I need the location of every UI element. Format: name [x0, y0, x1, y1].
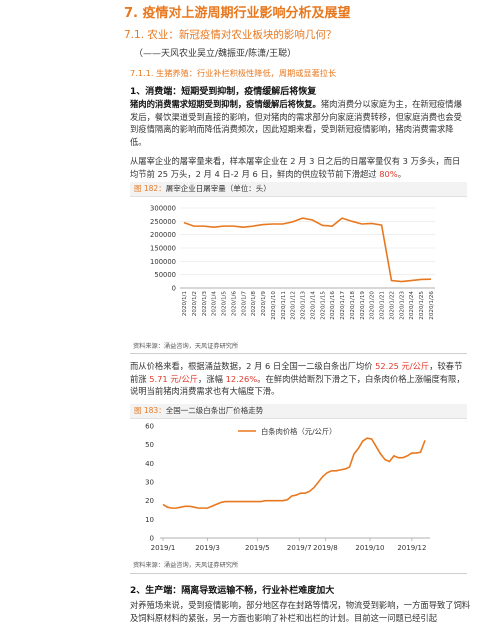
author-line: （——天风农业吴立/魏振亚/陈潇/王聪）: [134, 49, 297, 59]
price-percent: 12.26%: [225, 373, 258, 384]
paragraph-slaughter: 从屠宰企业的屠宰量来看，样本屠宰企业在 2 月 3 日之后的日屠宰量仅有 3 万…: [130, 155, 466, 180]
paragraph-lead: 猪肉的消费需求短期受到抑制，疫情缓解后将恢复。: [130, 99, 321, 109]
x-tick-label: 2020/1/17: [340, 291, 346, 320]
x-tick-label: 2020/1/15: [320, 291, 326, 320]
x-tick-label: 2019/5: [245, 544, 270, 552]
price-text-c: ，较春节前涨: [130, 361, 463, 384]
x-tick-label: 2020/1/3: [202, 291, 208, 317]
paragraph-text: 从屠宰企业的屠宰量来看，样本屠宰企业在 2 月 3 日之后的日屠宰量仅有 3 万…: [130, 156, 461, 179]
figure-183-title: 全国一二级白条出厂价格走势: [165, 406, 264, 415]
figure-183-label: 图 183：: [134, 406, 166, 415]
y-tick-label: 250000: [150, 218, 176, 226]
x-tick-label: 2020/1/9: [261, 291, 267, 317]
price-text-e: ，涨幅: [198, 373, 226, 384]
y-tick-label: 300000: [150, 205, 176, 213]
section-title-consumption: 1、消费端：短期受到抑制，疫情缓解后将恢复: [130, 87, 317, 97]
x-tick-label: 2020/1/8: [251, 291, 257, 317]
y-tick-label: 0: [150, 535, 154, 543]
figure-182-header: 图 182：屠宰企业日屠宰量（单位：头）: [130, 182, 467, 197]
x-tick-label: 2020/1/6: [231, 291, 237, 317]
figure-183-source: 资料来源：涌益咨询，天风证券研究所: [133, 562, 239, 569]
x-tick-label: 2020/1/5: [222, 291, 228, 317]
x-tick-label: 2020/1/14: [310, 291, 316, 320]
y-tick-label: 30: [145, 479, 154, 487]
x-tick-label: 2020/1/20: [370, 291, 376, 320]
price-value: 52.25 元/公斤: [375, 361, 430, 371]
series-line-price: [162, 437, 426, 509]
x-tick-label: 2020/1/13: [301, 291, 307, 320]
figure-182-label: 图 182：: [134, 184, 166, 193]
x-tick-label: 2020/1/4: [212, 291, 218, 317]
paragraph-consumption: 猪肉的消费需求短期受到抑制，疫情缓解后将恢复。猪肉消费分以家庭为主，在新冠疫情爆…: [130, 98, 466, 148]
y-tick-label: 40: [145, 460, 154, 468]
section-heading: 7. 疫情对上游周期行业影响分析及展望: [124, 6, 351, 21]
chart-daily-slaughter: 300000 250000 200000 150000 100000 50000 0 2020…: [150, 205, 435, 320]
y-tick-label: 200000: [150, 231, 176, 239]
section-title-production: 2、生产端：隔离导致运输不畅，行业补栏难度加大: [130, 586, 335, 596]
series-line-slaughter: [183, 217, 432, 283]
y-tick-label: 100000: [150, 258, 176, 266]
y-tick-label: 60: [145, 423, 154, 431]
divider: [130, 573, 467, 574]
y-tick-label: 50: [145, 441, 154, 449]
x-tick-label: 2020/1/1: [182, 291, 188, 317]
x-tick-label: 2019/8: [313, 544, 338, 552]
x-tick-label: 2020/1/21: [380, 291, 386, 320]
y-tick-label: 20: [145, 497, 154, 505]
price-increase: 5.71 元/公斤: [149, 373, 199, 384]
x-tick-label: 2019/12: [397, 544, 426, 552]
x-tick-label: 2020/1/24: [409, 291, 415, 320]
subsection-heading: 7.1. 农业：新冠疫情对农业板块的影响几何？: [124, 29, 337, 41]
x-tick-label: 2020/1/10: [271, 291, 277, 320]
subsubsection-heading: 7.1.1. 生猪养殖：行业补栏积极性降低，周期或显著拉长: [130, 68, 337, 78]
y-tick-label: 10: [145, 516, 154, 524]
x-tick-label: 2020/1/25: [419, 291, 425, 320]
divider: [130, 353, 467, 354]
x-tick-label: 2020/1/23: [399, 291, 405, 320]
y-tick-label: 150000: [150, 245, 176, 253]
x-tick-label: 2020/1/26: [429, 291, 435, 320]
highlight-value: 80%: [379, 168, 398, 179]
figure-182-source: 资料来源：涌益咨询，天风证券研究所: [133, 343, 239, 350]
x-tick-label: 2020/1/18: [350, 291, 356, 320]
paragraph-end: 。: [397, 168, 406, 179]
y-tick-label: 50000: [154, 271, 176, 279]
y-tick-label: 0: [172, 285, 176, 293]
price-text-a: 而从价格来看，根据涌益数据，2 月 6 日全国一二级白条出厂均价: [130, 361, 376, 371]
paragraph-body: 猪肉消费分以家庭为主，在新冠疫情爆发后，餐饮渠道受到直接的影响，但对猪肉的需求部…: [130, 99, 462, 147]
price-text-g: 。在鲜肉供给断烈下滑之下，白条肉价格上涨幅度有限，说明当前猪肉消费需求也有大幅度…: [130, 373, 465, 397]
figure-183-header: 图 183：全国一二级白条出厂价格走势: [130, 404, 467, 419]
x-tick-label: 2020/1/7: [241, 291, 247, 317]
paragraph-price: 而从价格来看，根据涌益数据，2 月 6 日全国一二级白条出厂均价 52.25 元…: [130, 360, 466, 398]
x-tick-label: 2019/3: [195, 544, 220, 552]
figure-182-title: 屠宰企业日屠宰量（单位：头）: [165, 184, 271, 193]
x-tick-label: 2020/1/16: [330, 291, 336, 320]
legend-label: 白条肉价格（元/公斤）: [261, 427, 336, 436]
x-tick-label: 2020/1/12: [291, 291, 297, 320]
x-tick-label: 2020/1/11: [281, 291, 287, 320]
x-tick-label: 2020/1/2: [192, 291, 198, 316]
x-tick-label: 2020/1/19: [360, 291, 366, 320]
x-tick-label: 2020/1/22: [389, 291, 395, 320]
x-tick-label: 2019/10: [355, 544, 384, 552]
x-tick-label: 2019/1: [151, 544, 176, 552]
paragraph-production: 对养殖场来说，受到疫情影响，部分地区存在封路等情况，物流受到影响，一方面导致了饲…: [130, 600, 471, 623]
x-tick-label: 2019/7: [287, 544, 312, 552]
